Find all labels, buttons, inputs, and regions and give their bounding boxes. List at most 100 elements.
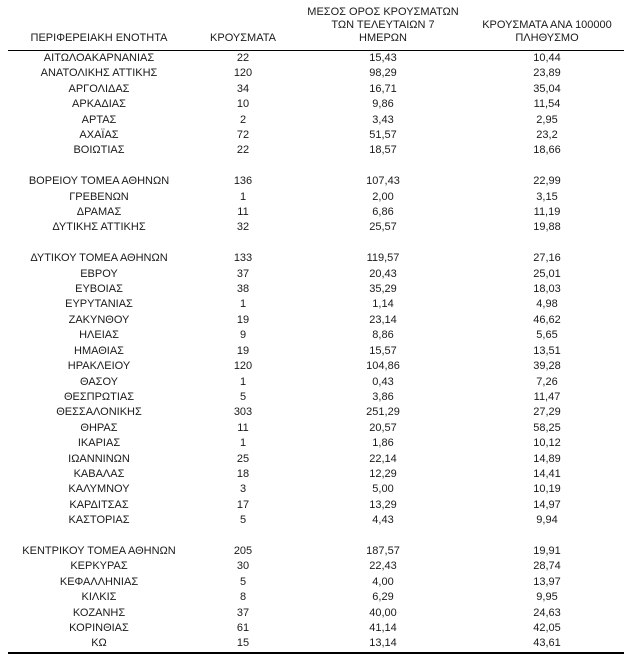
cell-per100k: 18,66 — [533, 144, 561, 157]
cell-region: ΑΝΑΤΟΛΙΚΗΣ ΑΤΤΙΚΗΣ — [40, 67, 158, 80]
cell-per100k: 11,47 — [533, 390, 561, 403]
cell-per100k: 39,28 — [533, 360, 561, 373]
cell-avg7: 18,57 — [369, 144, 397, 157]
cell-cases: 19 — [236, 344, 250, 357]
cell-region: ΔΡΑΜΑΣ — [76, 206, 122, 219]
group-spacer-row — [8, 236, 624, 251]
cell-region: ΑΡΓΟΛΙΔΑΣ — [68, 82, 130, 95]
cell-cases: 34 — [236, 82, 250, 95]
cell-per100k: 9,95 — [536, 591, 558, 604]
cell-region: ΑΧΑΪΑΣ — [79, 129, 119, 142]
cell-avg7: 51,57 — [369, 129, 397, 142]
cell-avg7: 251,29 — [366, 406, 400, 419]
cell-cases: 17 — [236, 498, 250, 511]
header-region: ΠΕΡΙΦΕΡΕΙΑΚΗ ΕΝΟΤΗΤΑ — [8, 6, 190, 51]
cell-per100k: 11,19 — [533, 206, 561, 219]
cell-region: ΖΑΚΥΝΘΟΥ — [68, 313, 130, 326]
cell-region: ΚΑΡΔΙΤΣΑΣ — [69, 498, 129, 511]
cell-avg7: 6,29 — [372, 591, 394, 604]
table-header: ΠΕΡΙΦΕΡΕΙΑΚΗ ΕΝΟΤΗΤΑ ΚΡΟΥΣΜΑΤΑ ΜΕΣΟΣ ΟΡΟ… — [8, 6, 624, 51]
table-row: ΗΡΑΚΛΕΙΟΥ 120 104,86 39,28 — [8, 359, 624, 374]
cell-per100k: 23,2 — [536, 129, 558, 142]
table-row: ΑΧΑΪΑΣ 72 51,57 23,2 — [8, 128, 624, 143]
cell-avg7: 3,43 — [372, 113, 394, 126]
table-row: ΚΩ 15 13,14 43,61 — [8, 636, 624, 652]
cell-cases: 1 — [239, 190, 247, 203]
cell-avg7: 9,86 — [372, 98, 394, 111]
cell-per100k: 14,89 — [533, 452, 561, 465]
cell-per100k: 10,19 — [533, 483, 561, 496]
cell-per100k: 13,97 — [533, 575, 561, 588]
table-row: ΑΡΓΟΛΙΔΑΣ 34 16,71 35,04 — [8, 82, 624, 97]
header-avg7days-line3: ΗΜΕΡΩΝ — [359, 32, 407, 44]
cell-cases: 120 — [233, 360, 253, 373]
cell-avg7: 20,43 — [369, 267, 397, 280]
cell-avg7: 25,57 — [369, 221, 397, 234]
cell-cases: 61 — [236, 621, 250, 634]
cell-cases: 133 — [233, 252, 253, 265]
cell-per100k: 11,54 — [533, 98, 561, 111]
table-row: ΑΙΤΩΛΟΑΚΑΡΝΑΝΙΑΣ 22 15,43 10,44 — [8, 51, 624, 67]
table-row: ΑΡΤΑΣ 2 3,43 2,95 — [8, 113, 624, 128]
cell-cases: 303 — [233, 406, 253, 419]
group-spacer-row — [8, 159, 624, 174]
table-row: ΘΕΣΠΡΩΤΙΑΣ 5 3,86 11,47 — [8, 390, 624, 405]
spacer-cell — [8, 236, 624, 251]
cell-region: ΘΑΣΟΥ — [79, 375, 119, 388]
header-region-label: ΠΕΡΙΦΕΡΕΙΑΚΗ ΕΝΟΤΗΤΑ — [30, 32, 168, 44]
header-avg7days-line1: ΜΕΣΟΣ ΟΡΟΣ ΚΡΟΥΣΜΑΤΩΝ — [307, 6, 459, 18]
cell-region: ΕΥΒΟΙΑΣ — [75, 283, 123, 296]
cell-avg7: 35,29 — [369, 283, 397, 296]
table-row: ΚΟΖΑΝΗΣ 37 40,00 24,63 — [8, 606, 624, 621]
cell-avg7: 22,43 — [369, 560, 397, 573]
cell-avg7: 107,43 — [366, 175, 400, 188]
cell-region: ΑΡΤΑΣ — [81, 113, 117, 126]
cell-cases: 5 — [239, 575, 247, 588]
cell-avg7: 13,14 — [369, 637, 397, 650]
cell-avg7: 187,57 — [366, 544, 400, 557]
cell-per100k: 22,99 — [533, 175, 561, 188]
table-row: ΕΥΒΟΙΑΣ 38 35,29 18,03 — [8, 282, 624, 297]
cell-region: ΚΙΛΚΙΣ — [81, 591, 117, 604]
cell-cases: 3 — [239, 483, 247, 496]
cell-cases: 11 — [237, 421, 249, 434]
spacer-cell — [8, 529, 624, 544]
cell-cases: 9 — [239, 329, 247, 342]
cell-per100k: 19,91 — [533, 544, 561, 557]
cell-per100k: 10,44 — [533, 52, 561, 64]
cell-per100k: 27,16 — [533, 252, 561, 265]
cell-cases: 22 — [236, 52, 250, 64]
cell-region: ΘΕΣΠΡΩΤΙΑΣ — [63, 390, 135, 403]
cell-cases: 72 — [236, 129, 250, 142]
table-row: ΗΛΕΙΑΣ 9 8,86 5,65 — [8, 328, 624, 343]
cell-cases: 22 — [236, 144, 250, 157]
table-row: ΚΑΡΔΙΤΣΑΣ 17 13,29 14,97 — [8, 498, 624, 513]
table-row: ΙΚΑΡΙΑΣ 1 1,86 10,12 — [8, 436, 624, 451]
cell-cases: 10 — [236, 98, 250, 111]
header-cases: ΚΡΟΥΣΜΑΤΑ — [190, 6, 296, 51]
cell-cases: 205 — [233, 544, 253, 557]
cell-region: ΚΑΒΑΛΑΣ — [73, 467, 125, 480]
cell-region: ΑΡΚΑΔΙΑΣ — [72, 98, 126, 111]
cell-avg7: 5,00 — [372, 483, 394, 496]
table-row: ΘΑΣΟΥ 1 0,43 7,26 — [8, 375, 624, 390]
table-row: ΚΕΡΚΥΡΑΣ 30 22,43 28,74 — [8, 559, 624, 574]
header-avg7days: ΜΕΣΟΣ ΟΡΟΣ ΚΡΟΥΣΜΑΤΩΝ ΤΩΝ ΤΕΛΕΥΤΑΙΩΝ 7 Η… — [296, 6, 470, 51]
cell-cases: 37 — [236, 606, 250, 619]
cell-avg7: 20,57 — [369, 421, 397, 434]
cell-avg7: 12,29 — [369, 467, 397, 480]
cell-avg7: 119,57 — [366, 252, 400, 265]
cell-per100k: 42,05 — [533, 621, 561, 634]
cell-region: ΕΥΡΥΤΑΝΙΑΣ — [65, 298, 133, 311]
table-row: ΚΙΛΚΙΣ 8 6,29 9,95 — [8, 590, 624, 605]
cell-per100k: 5,65 — [536, 329, 558, 342]
cell-avg7: 4,43 — [372, 514, 394, 527]
cell-avg7: 6,86 — [372, 206, 394, 219]
cell-avg7: 23,14 — [369, 313, 397, 326]
cell-cases: 19 — [236, 313, 250, 326]
cell-region: ΔΥΤΙΚΗΣ ΑΤΤΙΚΗΣ — [52, 221, 146, 234]
table-row: ΒΟΡΕΙΟΥ ΤΟΜΕΑ ΑΘΗΝΩΝ 136 107,43 22,99 — [8, 174, 624, 189]
table-row: ΚΑΒΑΛΑΣ 18 12,29 14,41 — [8, 467, 624, 482]
table-row: ΕΥΡΥΤΑΝΙΑΣ 1 1,14 4,98 — [8, 297, 624, 312]
table-row: ΚΑΣΤΟΡΙΑΣ 5 4,43 9,94 — [8, 513, 624, 528]
